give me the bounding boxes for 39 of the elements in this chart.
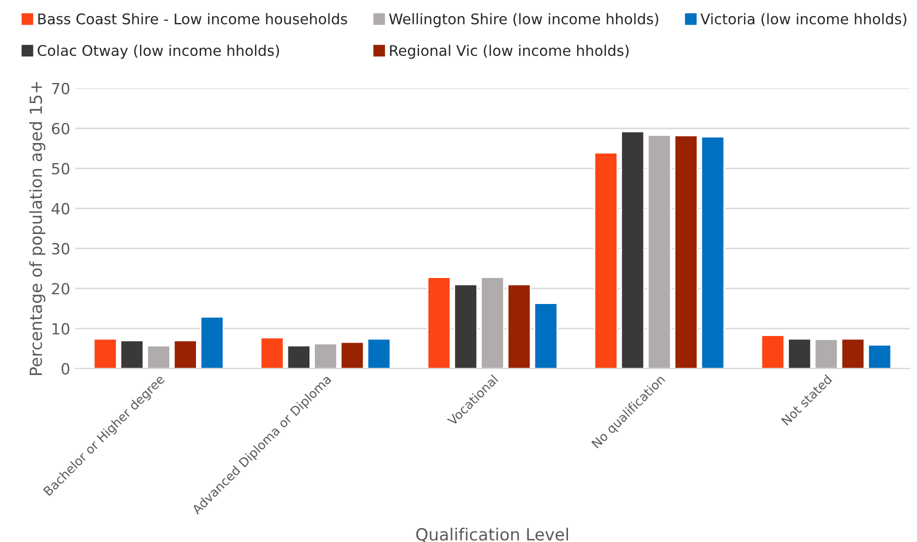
legend-label: Victoria (low income hholds) bbox=[700, 13, 906, 26]
bar bbox=[146, 345, 171, 369]
y-tick-label: 60 bbox=[52, 122, 70, 134]
legend-label: Colac Otway (low income hholds) bbox=[38, 44, 279, 59]
bar bbox=[120, 340, 144, 369]
bar bbox=[814, 338, 838, 369]
legend-label: Bass Coast Shire - Low income households bbox=[38, 13, 348, 24]
legend-label: Regional Vic (low income hholds) bbox=[390, 44, 629, 59]
bar bbox=[840, 338, 865, 369]
bar bbox=[340, 341, 364, 369]
legend-label: Wellington Shire (low income hholds) bbox=[389, 13, 658, 28]
y-tick-label: 50 bbox=[52, 162, 70, 174]
y-tick-label: 70 bbox=[52, 82, 70, 94]
bar bbox=[868, 344, 892, 369]
bar bbox=[454, 284, 478, 369]
bar bbox=[93, 338, 118, 369]
y-tick-label: 20 bbox=[52, 282, 70, 295]
bar bbox=[480, 276, 504, 369]
bar bbox=[260, 337, 284, 369]
bar bbox=[200, 316, 224, 369]
bar bbox=[594, 152, 618, 369]
y-tick-label: 0 bbox=[62, 363, 70, 375]
bar bbox=[787, 338, 812, 369]
bar bbox=[674, 134, 698, 369]
y-tick-label: 10 bbox=[52, 322, 70, 335]
bar bbox=[426, 276, 452, 369]
y-axis-title: Percentage of population aged 15+ bbox=[29, 82, 46, 376]
y-tick-label: 40 bbox=[52, 202, 70, 214]
bar bbox=[647, 134, 672, 369]
bar bbox=[366, 338, 391, 369]
bar bbox=[313, 343, 338, 369]
bar bbox=[700, 136, 725, 369]
bar bbox=[286, 345, 311, 369]
bar bbox=[534, 302, 558, 369]
bar bbox=[760, 334, 785, 369]
y-tick-label: 30 bbox=[52, 242, 70, 254]
bar bbox=[620, 130, 645, 369]
bar bbox=[507, 284, 532, 369]
bar bbox=[173, 340, 198, 369]
